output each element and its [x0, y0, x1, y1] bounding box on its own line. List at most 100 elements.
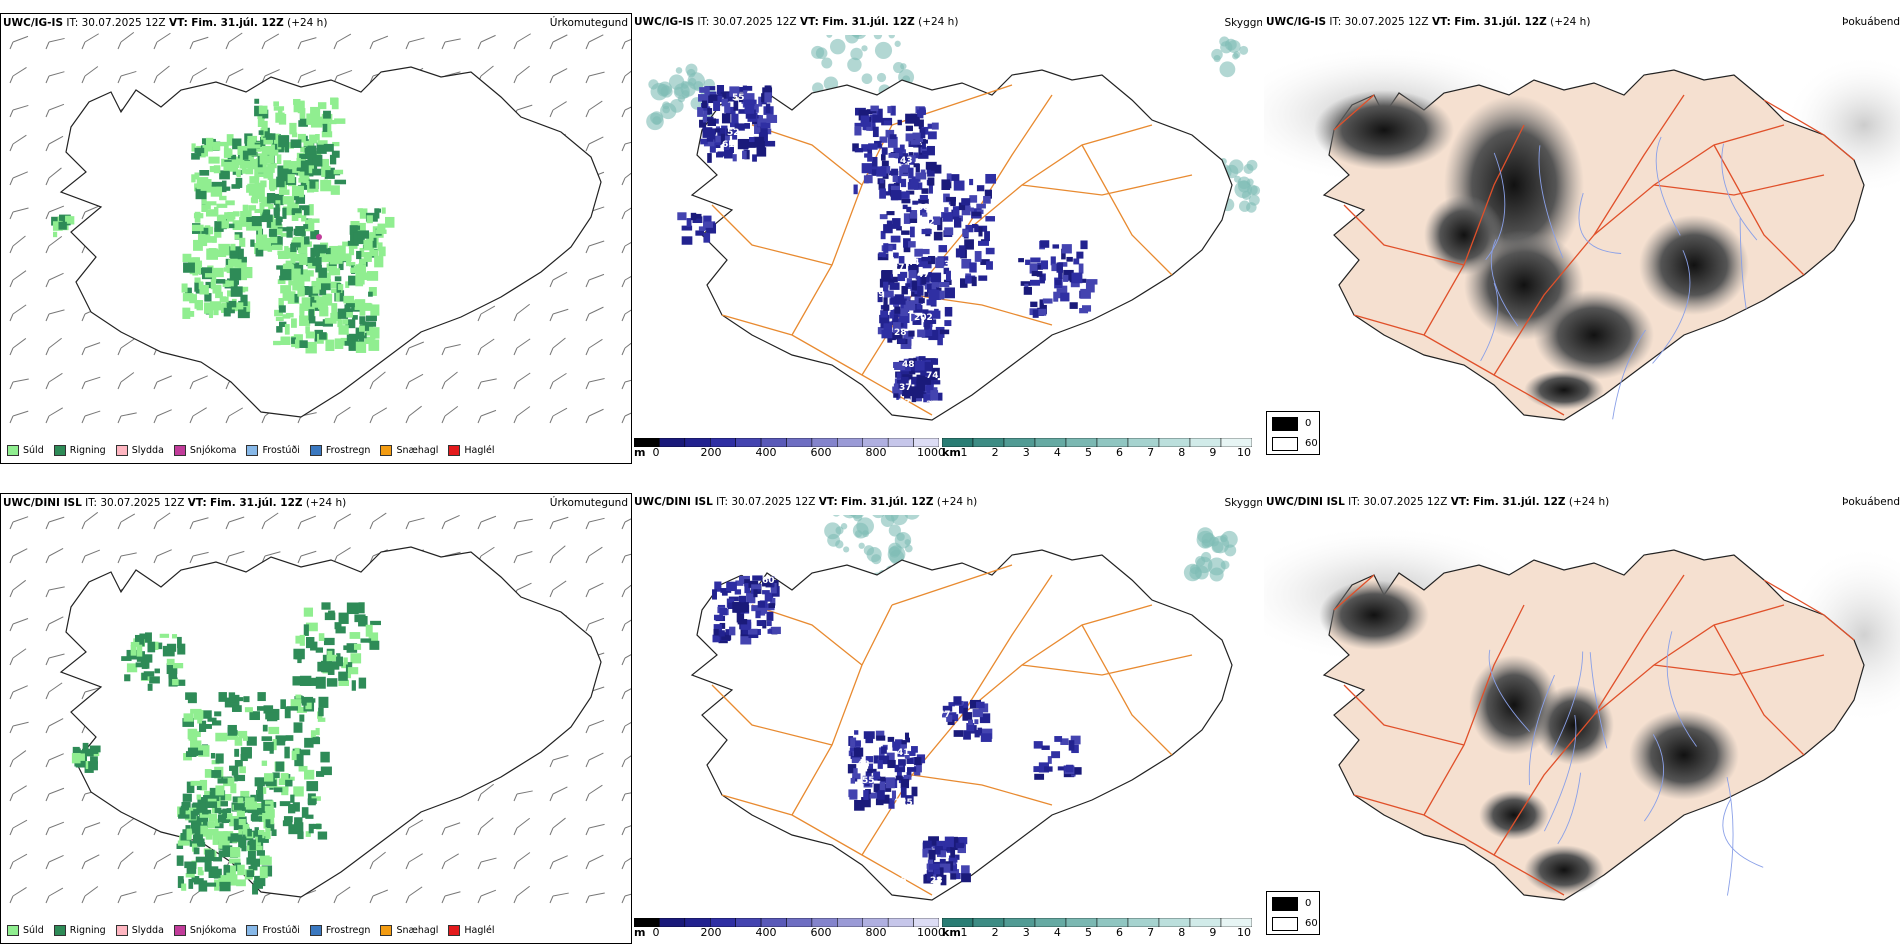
wind-barb-tick	[549, 895, 554, 904]
wind-barb	[552, 271, 568, 281]
precip-cell	[136, 644, 143, 657]
wind-barb-tick	[477, 347, 482, 356]
low-cloud-cell	[926, 166, 934, 174]
precip-cell	[261, 120, 268, 132]
low-cloud-cell	[1054, 736, 1063, 742]
precip-cell	[298, 120, 308, 127]
low-cloud-cell	[766, 611, 774, 621]
precip-cell	[299, 306, 305, 318]
wind-barb-tick	[297, 521, 302, 530]
low-cloud-cell	[851, 757, 861, 764]
low-cloud-cell	[909, 362, 915, 367]
precip-cell	[242, 204, 249, 212]
precip-cell	[310, 677, 318, 686]
low-cloud-cell	[965, 207, 974, 212]
visibility-cell	[843, 546, 850, 553]
precip-cell	[365, 624, 373, 637]
low-cloud-cell	[744, 579, 750, 587]
precip-cell	[282, 292, 293, 301]
wind-barb	[372, 407, 388, 417]
road	[1423, 604, 1525, 816]
precip-cell	[278, 113, 287, 125]
colorbar-cell	[837, 917, 863, 928]
low-cloud-cell	[961, 873, 971, 883]
colorbar-tick: 200	[700, 926, 722, 939]
low-cloud-cell	[767, 629, 773, 634]
low-cloud-cell	[893, 147, 903, 157]
legend-swatch	[448, 925, 461, 936]
wind-barb	[12, 579, 27, 591]
low-cloud-cell	[766, 621, 772, 627]
low-cloud-cell	[738, 595, 747, 607]
precip-cell	[285, 260, 292, 271]
low-cloud-cell	[906, 155, 916, 162]
wind-barb-tick	[153, 521, 158, 530]
precip-cell	[288, 804, 296, 814]
wind-barb	[624, 721, 631, 727]
precip-cell	[198, 233, 206, 244]
precip-cell	[230, 783, 237, 794]
precip-map	[9, 32, 631, 424]
low-cloud-cell	[744, 123, 750, 129]
precip-cell	[237, 256, 247, 263]
height-value: 43	[900, 156, 913, 166]
precip-cell	[147, 641, 156, 653]
wind-barb	[48, 821, 65, 829]
wind-barb	[264, 512, 279, 523]
precip-cell	[299, 108, 306, 119]
wind-barb	[12, 104, 29, 111]
low-cloud-cell	[974, 224, 979, 233]
precip-cell	[278, 321, 287, 327]
wind-barb-tick	[261, 521, 266, 530]
wind-barb	[552, 545, 566, 557]
precip-cell	[331, 303, 338, 315]
wind-barb-tick	[333, 521, 338, 530]
precip-cell	[329, 245, 341, 256]
wind-barb	[588, 338, 603, 349]
precip-cell	[301, 215, 307, 222]
low-cloud-cell	[903, 331, 914, 339]
low-cloud-cell	[739, 86, 748, 92]
precip-cell	[261, 760, 268, 766]
low-cloud-cell	[885, 777, 895, 789]
low-cloud-cell	[900, 178, 907, 188]
low-cloud-cell	[922, 212, 928, 217]
wind-barb	[300, 37, 317, 43]
road	[1653, 174, 1825, 196]
colorbar-tick: 2	[991, 926, 999, 939]
low-cloud-cell	[753, 136, 765, 148]
precip-cell	[242, 150, 249, 160]
precip-cell	[317, 102, 327, 110]
low-cloud-cell	[858, 109, 869, 121]
wind-barb-tick	[549, 521, 554, 530]
precip-cell	[179, 807, 186, 816]
wind-barb	[624, 342, 631, 349]
wind-barb-tick	[513, 41, 518, 50]
road	[891, 564, 1013, 606]
precip-cell	[195, 856, 208, 863]
wind-barb	[624, 106, 631, 111]
precip-cell	[202, 797, 214, 804]
low-cloud-cell	[915, 172, 927, 180]
precip-cell	[218, 831, 228, 842]
colorbar-cell	[837, 437, 863, 448]
precip-cell	[284, 246, 289, 254]
low-cloud-cell	[1080, 240, 1088, 250]
panel-header: UWC/IG-IS IT: 30.07.2025 12Z VT: Fim. 31…	[3, 17, 328, 29]
wind-barb	[408, 886, 423, 897]
wind-barb-tick	[9, 725, 14, 734]
low-cloud-cell	[916, 380, 926, 392]
wind-barb-tick	[549, 381, 554, 390]
low-cloud-cell	[735, 602, 746, 613]
precip-cell	[217, 778, 228, 784]
precip-cell	[227, 154, 237, 160]
colorbar-tick: 10	[1237, 446, 1251, 459]
wind-barb-tick	[9, 623, 14, 632]
precip-cell	[316, 771, 325, 777]
wind-barb-tick	[477, 313, 482, 322]
wind-barb-tick	[81, 415, 86, 424]
river	[1480, 282, 1499, 362]
wind-barb	[624, 654, 631, 659]
wind-barb	[12, 304, 27, 315]
precip-cell	[205, 201, 217, 206]
